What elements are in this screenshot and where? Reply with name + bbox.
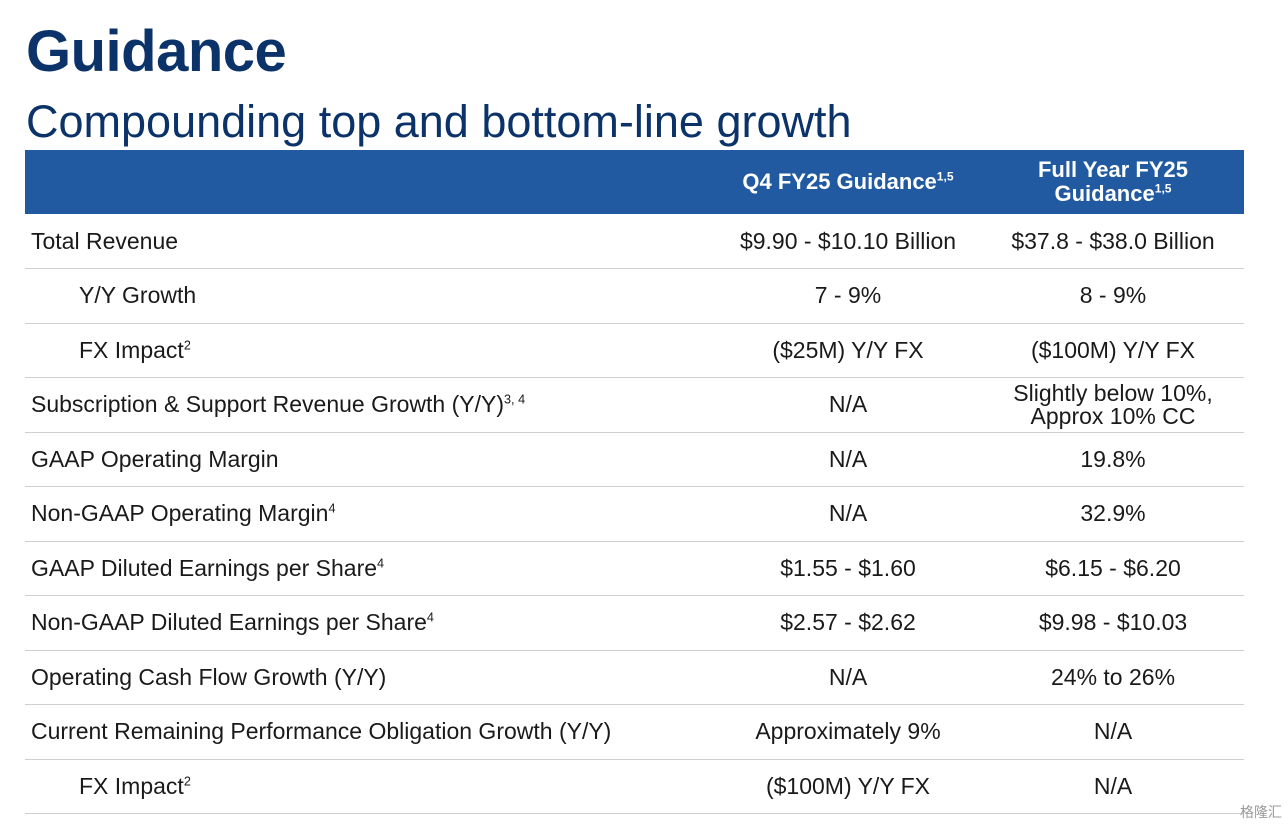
full-year-value: N/A: [1093, 772, 1133, 799]
header-metric: [25, 150, 714, 214]
full-year-value: $37.8 - $38.0 Billion: [1011, 227, 1215, 254]
table-row: Operating Cash Flow Growth (Y/Y) N/A 24% t…: [25, 650, 1244, 705]
watermark-logo: 格隆汇: [1240, 804, 1282, 820]
footnote-marker: 3, 4: [504, 392, 526, 407]
q4-value: $1.55 - $1.60: [780, 554, 916, 581]
row-label: Current Remaining Performance Obligation…: [31, 718, 612, 745]
footnote-marker: 2: [183, 338, 191, 353]
full-year-value: N/A: [1093, 718, 1133, 745]
footnote-marker: 4: [377, 556, 385, 571]
full-year-value: 8 - 9%: [1079, 282, 1147, 309]
row-label: Subscription & Support Revenue Growth (Y…: [31, 391, 526, 418]
q4-value: N/A: [828, 663, 868, 690]
q4-value: $9.90 - $10.10 Billion: [739, 227, 957, 254]
guidance-table: Q4 FY25 Guidance1,5 Full Year FY25 Guida…: [25, 150, 1244, 814]
full-year-value: 24% to 26%: [1050, 663, 1176, 690]
table-row: Y/Y Growth 7 - 9% 8 - 9%: [25, 269, 1244, 323]
header-q4-guidance: Q4 FY25 Guidance1,5: [742, 169, 954, 194]
q4-value: Approximately 9%: [755, 718, 941, 745]
full-year-value: ($100M) Y/Y FX: [1030, 336, 1196, 363]
q4-value: $2.57 - $2.62: [780, 609, 916, 636]
row-label: FX Impact2: [79, 336, 191, 363]
full-year-value: 32.9%: [1080, 500, 1146, 527]
table-row: Non-GAAP Operating Margin4 N/A 32.9%: [25, 487, 1244, 541]
full-year-value: $6.15 - $6.20: [1045, 554, 1181, 581]
q4-value: 7 - 9%: [814, 282, 882, 309]
row-label: Operating Cash Flow Growth (Y/Y): [31, 663, 387, 690]
table-row: Subscription & Support Revenue Growth (Y…: [25, 378, 1244, 432]
table-row: Total Revenue $9.90 - $10.10 Billion $37.8…: [25, 214, 1244, 269]
row-label: Non-GAAP Diluted Earnings per Share4: [31, 609, 434, 636]
q4-value: N/A: [828, 500, 868, 527]
row-label: Total Revenue: [31, 227, 179, 254]
row-label: GAAP Diluted Earnings per Share4: [31, 554, 385, 581]
q4-value: ($25M) Y/Y FX: [772, 336, 924, 363]
full-year-value: $9.98 - $10.03: [1038, 609, 1188, 636]
table-row: FX Impact2 ($100M) Y/Y FX N/A: [25, 759, 1244, 814]
footnote-marker: 2: [183, 774, 191, 789]
header-full-year-guidance: Full Year FY25 Guidance1,5: [1037, 157, 1188, 206]
q4-value: N/A: [828, 391, 868, 418]
full-year-value: Slightly below 10%, Approx 10% CC: [1013, 379, 1213, 429]
row-label: FX Impact2: [79, 772, 191, 799]
page-title: Guidance: [26, 19, 287, 84]
footnote-marker: 4: [426, 610, 434, 625]
table-row: GAAP Operating Margin N/A 19.8%: [25, 432, 1244, 487]
footnote-marker: 4: [328, 501, 336, 516]
row-label: Y/Y Growth: [79, 282, 197, 309]
row-label: Non-GAAP Operating Margin4: [31, 500, 336, 527]
full-year-value: 19.8%: [1080, 445, 1146, 472]
table-row: GAAP Diluted Earnings per Share4 $1.55 - …: [25, 541, 1244, 596]
table-row: FX Impact2 ($25M) Y/Y FX ($100M) Y/Y FX: [25, 323, 1244, 378]
table-header-row: Q4 FY25 Guidance1,5 Full Year FY25 Guida…: [25, 150, 1244, 214]
table-row: Current Remaining Performance Obligation…: [25, 705, 1244, 759]
page-subtitle: Compounding top and bottom-line growth: [26, 96, 852, 147]
q4-value: ($100M) Y/Y FX: [765, 772, 931, 799]
table-row: Non-GAAP Diluted Earnings per Share4 $2.5…: [25, 596, 1244, 650]
row-label: GAAP Operating Margin: [31, 445, 279, 472]
q4-value: N/A: [828, 445, 868, 472]
